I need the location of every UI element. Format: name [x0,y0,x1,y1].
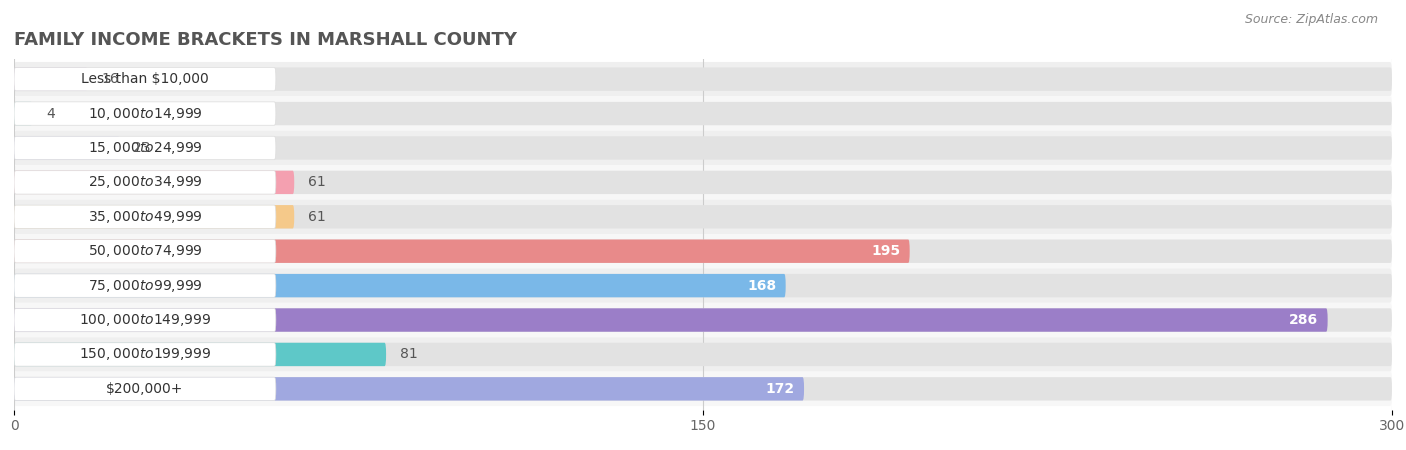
FancyBboxPatch shape [14,303,1392,337]
Text: Source: ZipAtlas.com: Source: ZipAtlas.com [1244,14,1378,27]
Text: $200,000+: $200,000+ [107,382,184,396]
Text: $35,000 to $49,999: $35,000 to $49,999 [87,209,202,225]
FancyBboxPatch shape [14,239,276,263]
Text: $15,000 to $24,999: $15,000 to $24,999 [87,140,202,156]
Text: 195: 195 [872,244,900,258]
Text: FAMILY INCOME BRACKETS IN MARSHALL COUNTY: FAMILY INCOME BRACKETS IN MARSHALL COUNT… [14,31,517,49]
FancyBboxPatch shape [14,274,276,297]
Text: 81: 81 [399,347,418,361]
Text: 23: 23 [134,141,150,155]
Text: Less than $10,000: Less than $10,000 [82,72,209,86]
FancyBboxPatch shape [14,205,294,229]
FancyBboxPatch shape [14,165,1392,200]
FancyBboxPatch shape [14,372,1392,406]
FancyBboxPatch shape [14,136,276,160]
Text: $25,000 to $34,999: $25,000 to $34,999 [87,175,202,190]
FancyBboxPatch shape [14,171,276,194]
FancyBboxPatch shape [14,68,87,91]
FancyBboxPatch shape [14,96,1392,131]
Text: 61: 61 [308,210,326,224]
FancyBboxPatch shape [14,308,1327,332]
Text: 172: 172 [766,382,794,396]
FancyBboxPatch shape [14,234,1392,268]
FancyBboxPatch shape [14,200,1392,234]
FancyBboxPatch shape [14,239,910,263]
FancyBboxPatch shape [14,337,1392,372]
FancyBboxPatch shape [14,343,1392,366]
FancyBboxPatch shape [14,205,276,229]
Text: $50,000 to $74,999: $50,000 to $74,999 [87,243,202,259]
Text: $10,000 to $14,999: $10,000 to $14,999 [87,106,202,122]
FancyBboxPatch shape [14,171,294,194]
FancyBboxPatch shape [14,136,120,160]
FancyBboxPatch shape [14,377,1392,400]
FancyBboxPatch shape [14,62,1392,96]
Text: 61: 61 [308,176,326,189]
FancyBboxPatch shape [14,136,1392,160]
FancyBboxPatch shape [14,274,786,297]
FancyBboxPatch shape [14,102,276,125]
FancyBboxPatch shape [14,205,1392,229]
Text: 16: 16 [101,72,120,86]
FancyBboxPatch shape [14,68,1392,91]
FancyBboxPatch shape [14,377,276,400]
FancyBboxPatch shape [14,343,387,366]
FancyBboxPatch shape [14,171,1392,194]
FancyBboxPatch shape [14,102,1392,125]
FancyBboxPatch shape [14,274,1392,297]
FancyBboxPatch shape [14,343,276,366]
Text: 168: 168 [748,279,776,292]
Text: 4: 4 [46,107,55,121]
FancyBboxPatch shape [14,239,1392,263]
FancyBboxPatch shape [14,68,276,91]
FancyBboxPatch shape [14,268,1392,303]
FancyBboxPatch shape [14,377,804,400]
Text: $100,000 to $149,999: $100,000 to $149,999 [79,312,211,328]
FancyBboxPatch shape [14,308,276,332]
Text: $75,000 to $99,999: $75,000 to $99,999 [87,278,202,293]
Text: $150,000 to $199,999: $150,000 to $199,999 [79,346,211,362]
Text: 286: 286 [1289,313,1319,327]
FancyBboxPatch shape [14,131,1392,165]
FancyBboxPatch shape [14,102,32,125]
FancyBboxPatch shape [14,308,1392,332]
